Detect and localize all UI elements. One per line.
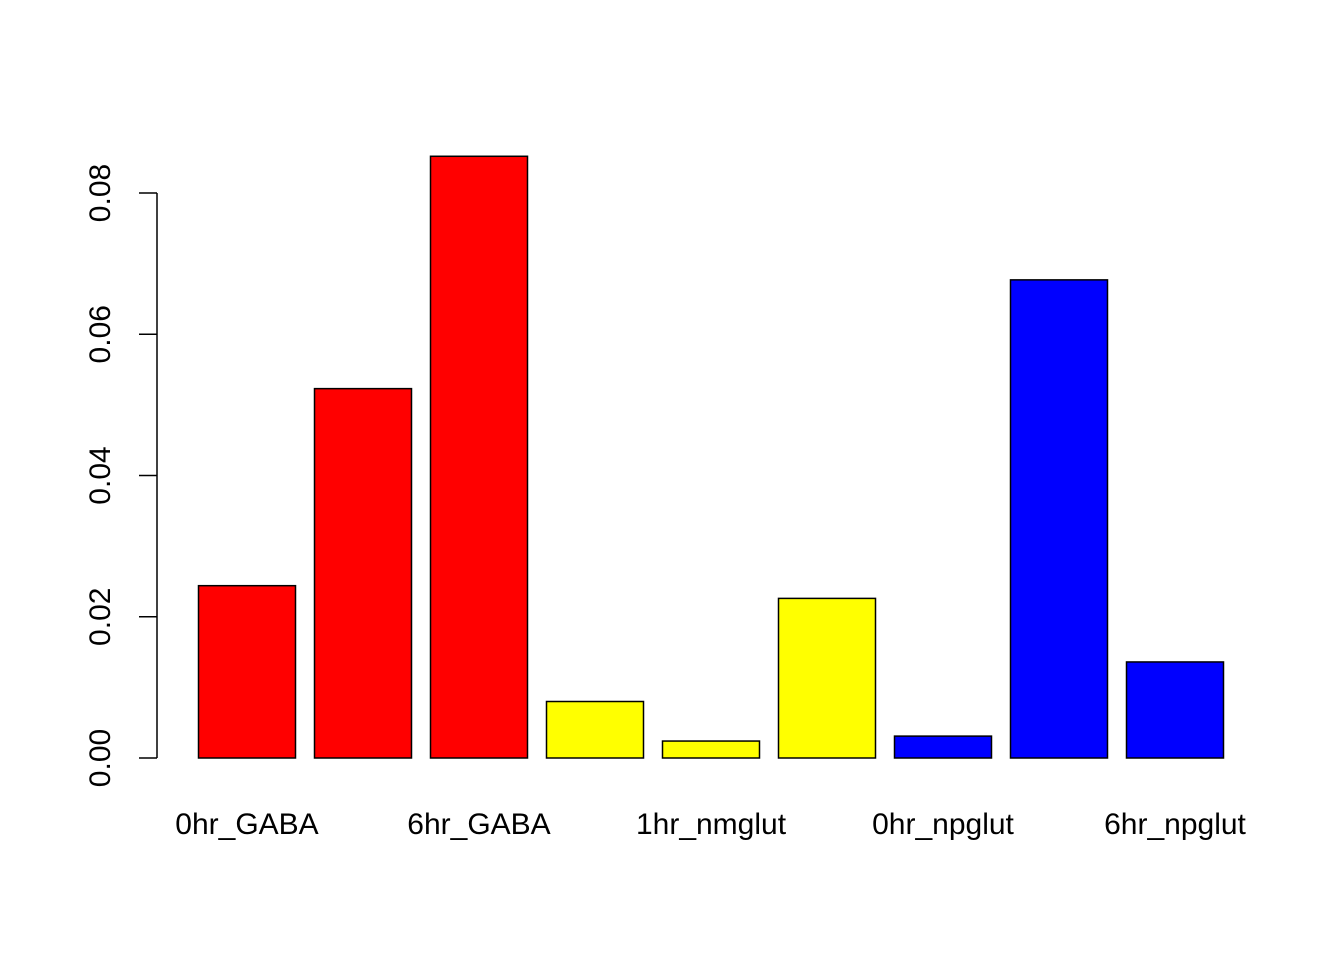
y-axis: 0.00 0.02 0.04 0.06 0.08: [84, 164, 158, 787]
bar: [661, 740, 761, 759]
bar: [893, 735, 993, 759]
x-axis-labels: 0hr_GABA 6hr_GABA 1hr_nmglut 0hr_npglut 6hr_…: [175, 808, 1246, 841]
y-tick-label: 0.08: [84, 164, 117, 222]
y-tick-label: 0.00: [84, 729, 117, 787]
y-tick-label: 0.06: [84, 305, 117, 363]
bar: [1009, 279, 1109, 759]
bar: [545, 700, 645, 759]
bars: [197, 155, 1225, 759]
x-category-label: 6hr_GABA: [407, 808, 550, 841]
bar: [777, 597, 877, 759]
x-category-label: 0hr_npglut: [872, 808, 1014, 841]
bar: [313, 387, 413, 759]
bar: [197, 584, 297, 759]
x-category-label: 0hr_GABA: [175, 808, 318, 841]
x-category-label: 1hr_nmglut: [636, 808, 787, 841]
bar: [429, 155, 529, 759]
x-category-label: 6hr_npglut: [1104, 808, 1246, 841]
y-tick-label: 0.04: [84, 446, 117, 504]
y-tick-label: 0.02: [84, 588, 117, 646]
bar: [1125, 661, 1225, 759]
